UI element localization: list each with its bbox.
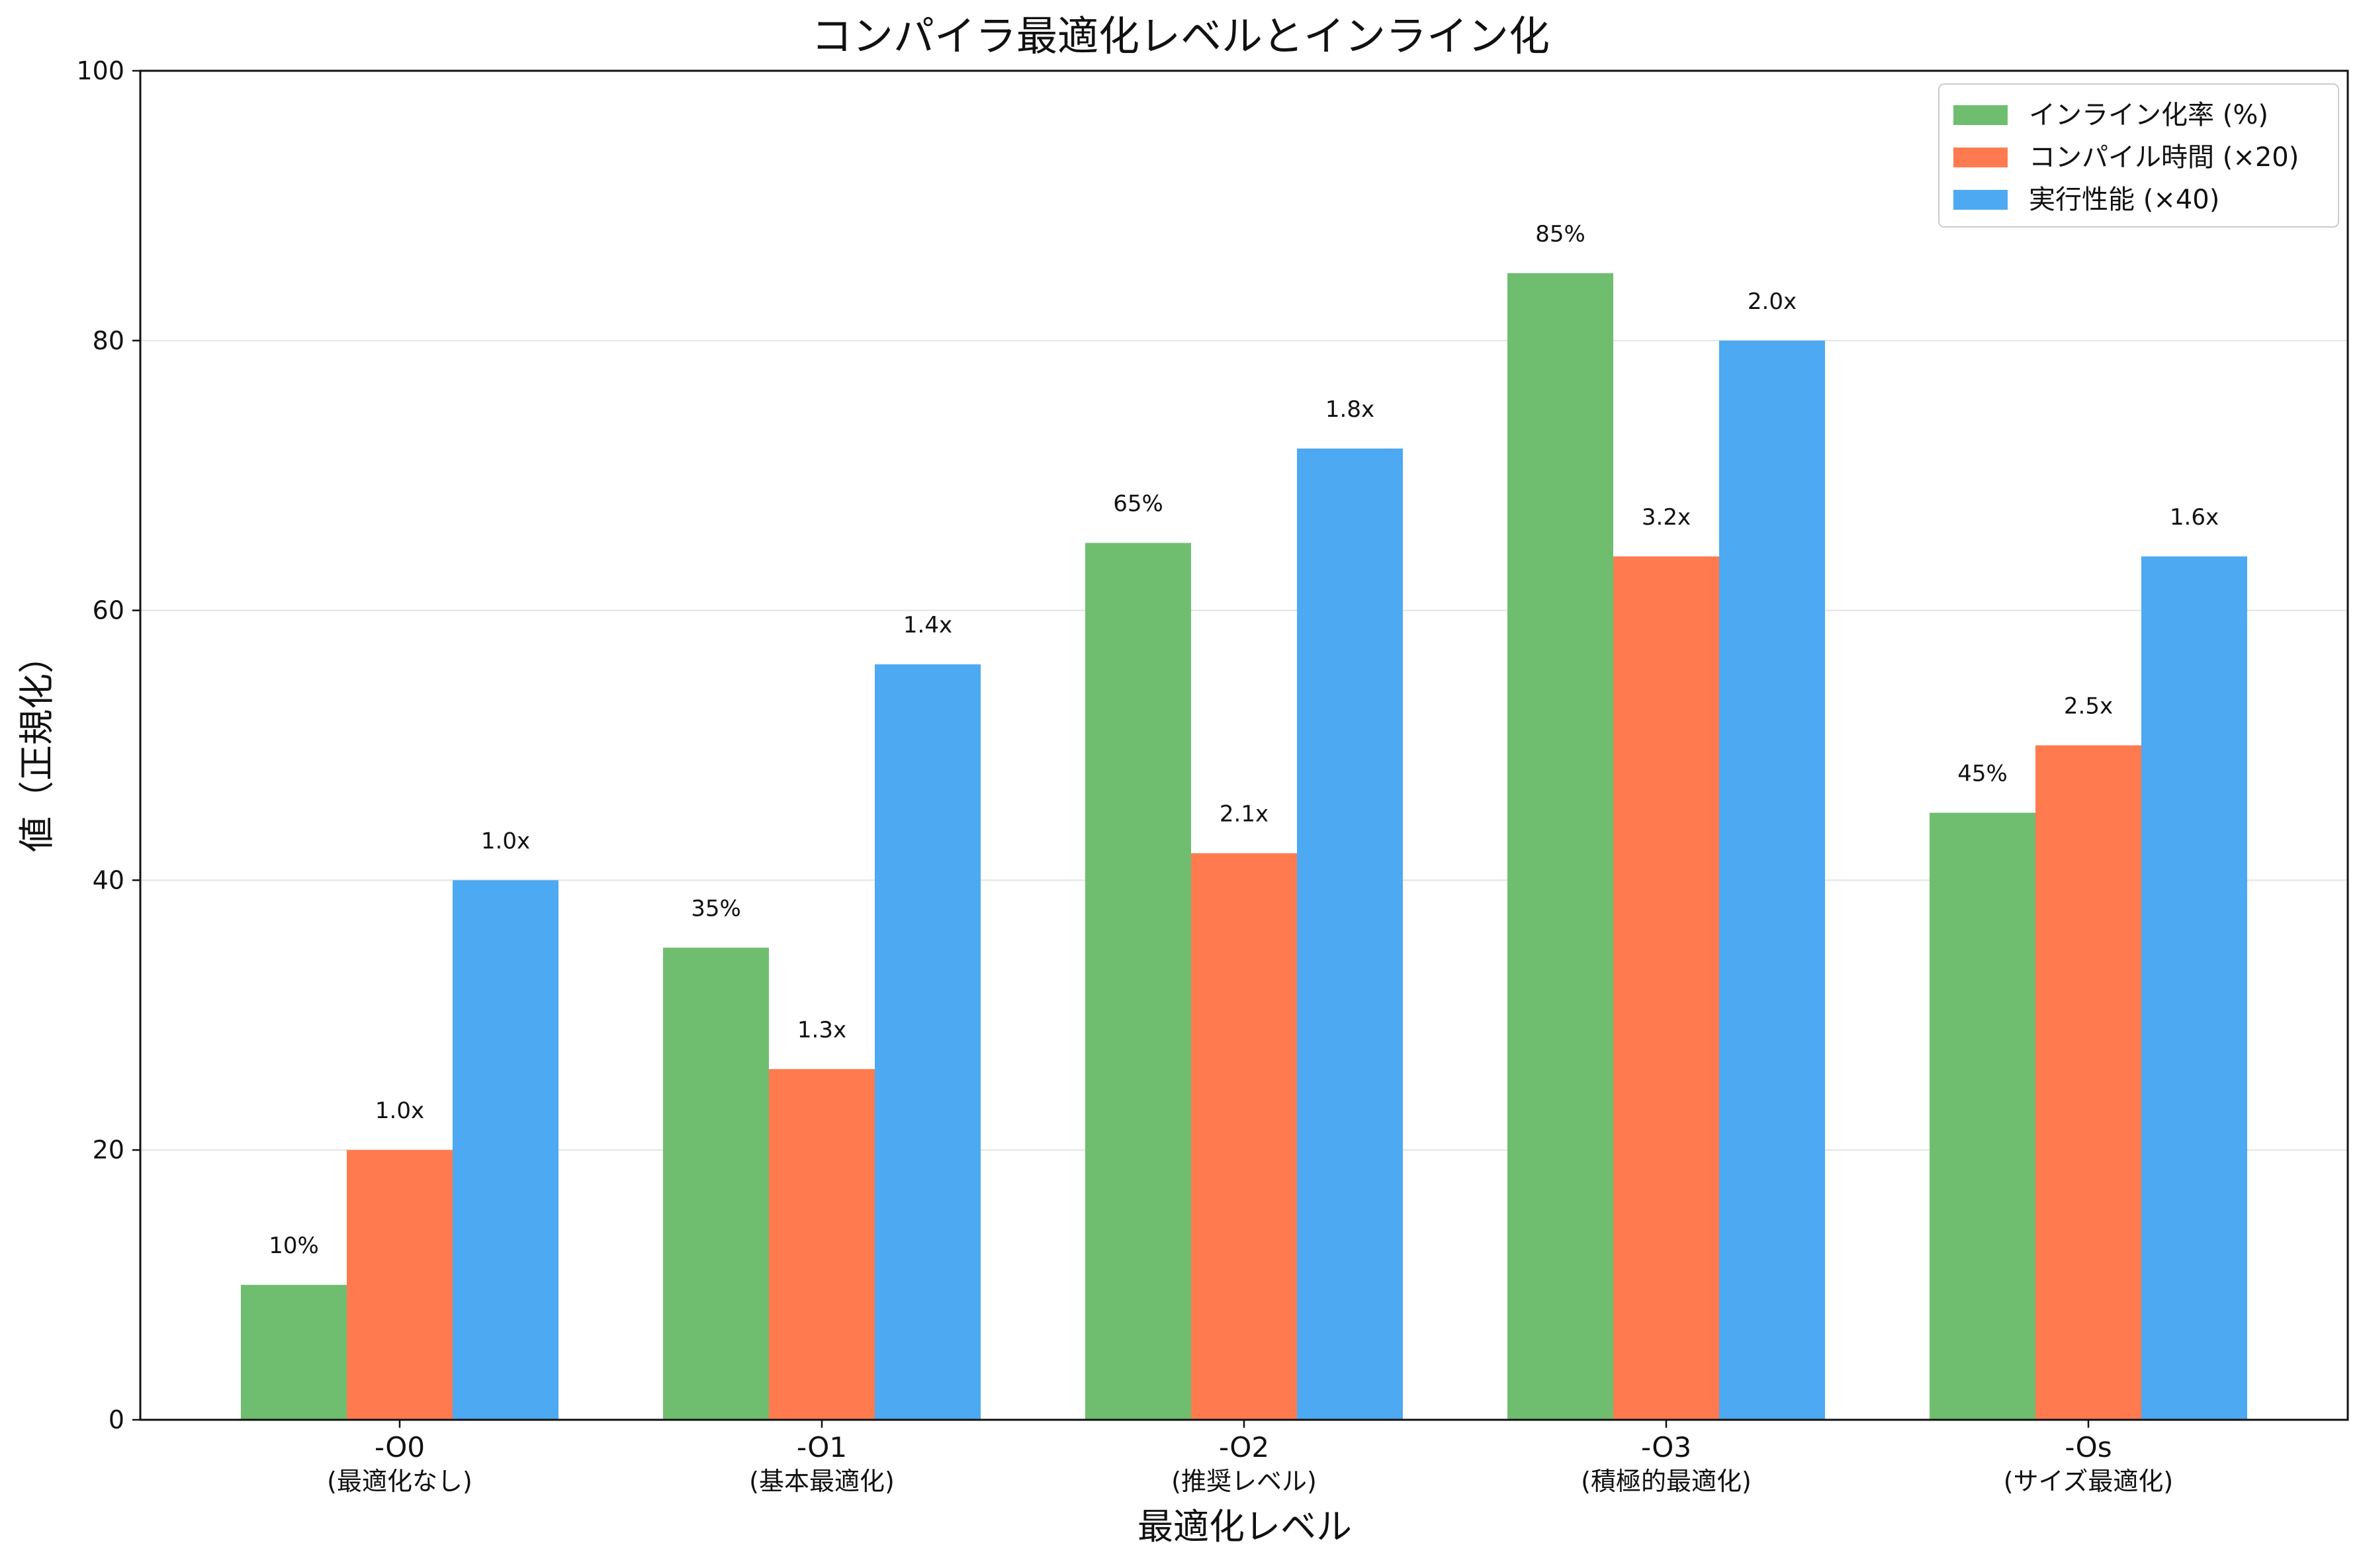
y-tick-label: 60	[93, 596, 124, 625]
bar-value-label: 35%	[691, 895, 741, 922]
bar-value-label: 45%	[1957, 760, 2008, 787]
y-tick-label: 80	[93, 326, 124, 355]
legend-box	[1938, 83, 2339, 228]
bar-value-labels: 10% 1.0x 1.0x 35% 1.3x 1.4x 65% 2.1x 1.8x 85% 3.2x…	[269, 221, 2219, 1259]
bar-value-label: 85%	[1535, 221, 1585, 247]
bar-value-label: 3.2x	[1642, 504, 1691, 531]
bar	[2035, 745, 2141, 1420]
bar	[347, 1150, 453, 1420]
y-tick-label: 0	[109, 1405, 124, 1434]
bar-value-label: 1.0x	[375, 1098, 424, 1124]
x-tick-label: -O1	[797, 1431, 847, 1463]
x-axis-label: 最適化レベル	[1137, 1506, 1352, 1547]
x-tick-sublabel: (基本最適化)	[749, 1467, 895, 1496]
x-axis: -O0 (最適化なし) -O1 (基本最適化) -O2 (推奨レベル) -O3 (積極的最適化…	[327, 1420, 2173, 1496]
legend-entry-label: 実行性能 (×40)	[2029, 185, 2219, 215]
x-tick-label: -O3	[1641, 1431, 1691, 1463]
bar-value-label: 65%	[1113, 491, 1163, 517]
x-tick-label: -O2	[1219, 1431, 1269, 1463]
bar-value-label: 1.0x	[481, 828, 530, 854]
bar	[453, 880, 558, 1420]
bar	[1191, 853, 1297, 1420]
bar	[1613, 556, 1719, 1420]
y-axis: 0 20 40 60 80 100	[76, 56, 140, 1434]
bar-value-label: 1.8x	[1325, 396, 1374, 423]
bar	[1507, 273, 1613, 1420]
x-tick-sublabel: (サイズ最適化)	[2004, 1467, 2174, 1496]
bar-value-label: 2.0x	[1748, 288, 1797, 315]
bar	[1085, 543, 1191, 1420]
bar	[241, 1285, 347, 1420]
bar	[1297, 448, 1403, 1420]
bar	[1719, 340, 1825, 1420]
chart-title: コンパイラ最適化レベルとインライン化	[811, 12, 1550, 60]
bar	[1930, 812, 2035, 1420]
bar-value-label: 10%	[269, 1233, 319, 1259]
legend-entry-label: インライン化率 (%)	[2029, 100, 2268, 130]
bar	[2141, 556, 2247, 1420]
bar-value-label: 1.3x	[797, 1017, 846, 1043]
y-tick-label: 40	[93, 865, 124, 894]
x-tick-sublabel: (最適化なし)	[327, 1467, 472, 1496]
bar	[875, 664, 981, 1420]
x-tick-label: -O0	[375, 1431, 425, 1463]
y-tick-label: 100	[76, 56, 124, 85]
legend: インライン化率 (%) コンパイル時間 (×20) 実行性能 (×40)	[1938, 83, 2339, 228]
y-tick-label: 20	[93, 1135, 124, 1164]
bars	[241, 273, 2247, 1420]
bar	[663, 947, 769, 1420]
legend-swatch	[1953, 148, 2008, 167]
bar-value-label: 1.6x	[2170, 504, 2219, 531]
legend-swatch	[1953, 190, 2008, 210]
y-axis-label: 値（正規化）	[16, 638, 58, 852]
x-tick-label: -Os	[2065, 1431, 2112, 1463]
bar	[769, 1068, 875, 1420]
bar-value-label: 2.5x	[2064, 693, 2113, 720]
x-tick-sublabel: (推奨レベル)	[1171, 1467, 1317, 1496]
legend-entry-label: コンパイル時間 (×20)	[2029, 142, 2299, 173]
bar-value-label: 2.1x	[1220, 801, 1269, 828]
legend-swatch	[1953, 105, 2008, 125]
x-tick-sublabel: (積極的最適化)	[1581, 1467, 1752, 1496]
bar-value-label: 1.4x	[903, 612, 952, 638]
